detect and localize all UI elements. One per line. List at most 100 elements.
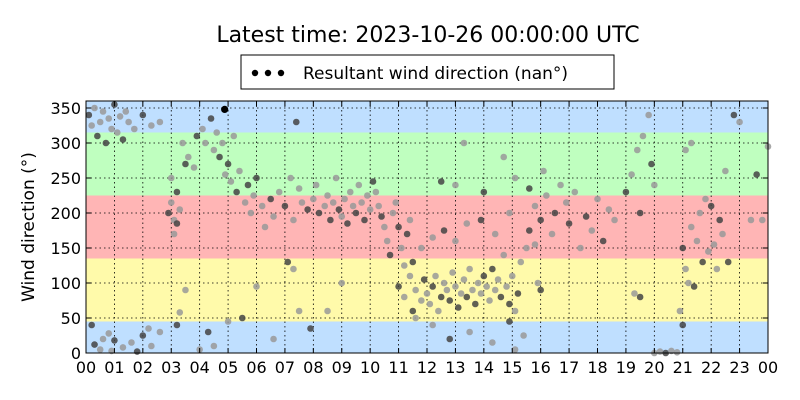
data-point xyxy=(440,227,448,234)
data-point xyxy=(91,104,98,112)
data-point xyxy=(477,290,485,297)
data-point xyxy=(435,307,442,315)
data-point xyxy=(628,171,635,178)
data-point xyxy=(338,213,346,220)
data-point xyxy=(730,111,738,119)
data-point xyxy=(287,174,294,182)
data-point xyxy=(224,160,232,168)
data-point xyxy=(105,330,113,337)
data-point xyxy=(446,297,454,304)
data-point xyxy=(253,174,260,182)
data-point xyxy=(156,328,164,336)
data-point xyxy=(185,153,192,161)
data-point xyxy=(699,258,706,266)
x-tick-label: 04 xyxy=(189,358,209,377)
data-point xyxy=(520,332,527,339)
y-tick-label: 0 xyxy=(71,344,81,363)
data-point xyxy=(182,286,189,294)
data-point xyxy=(344,220,351,227)
chart-title: Latest time: 2023-10-26 00:00:00 UTC xyxy=(216,23,639,48)
data-point xyxy=(352,209,360,217)
data-point xyxy=(335,206,343,213)
data-point xyxy=(167,174,175,182)
x-tick-label: 23 xyxy=(729,358,749,377)
x-tick-label: 02 xyxy=(133,358,153,377)
data-point xyxy=(611,216,618,224)
data-point xyxy=(409,258,417,266)
data-point xyxy=(224,318,232,325)
data-point xyxy=(511,346,519,353)
data-point xyxy=(105,115,113,122)
data-point xyxy=(432,272,439,280)
x-tick-label: 01 xyxy=(104,358,124,377)
data-point xyxy=(494,276,502,283)
data-point xyxy=(244,181,252,189)
data-point xyxy=(463,293,471,301)
data-point xyxy=(423,290,431,297)
data-point xyxy=(148,122,155,129)
data-point xyxy=(94,132,101,140)
legend-box xyxy=(240,54,615,90)
data-point xyxy=(383,237,391,245)
data-point xyxy=(99,335,107,343)
data-point xyxy=(722,167,729,175)
data-point xyxy=(500,153,508,161)
data-point xyxy=(682,146,689,154)
data-point xyxy=(506,300,513,308)
data-point xyxy=(690,283,698,290)
data-point xyxy=(167,199,175,206)
data-point xyxy=(233,188,240,196)
data-point xyxy=(176,206,184,213)
data-point xyxy=(588,227,596,234)
data-point xyxy=(548,230,556,238)
data-point xyxy=(474,279,482,287)
data-point xyxy=(702,195,709,203)
data-point xyxy=(511,174,519,182)
data-point xyxy=(327,216,334,224)
data-point xyxy=(716,216,723,224)
data-point xyxy=(349,202,357,210)
data-point xyxy=(173,188,181,196)
x-tick-label: 10 xyxy=(360,358,380,377)
data-point xyxy=(366,206,374,213)
data-point xyxy=(452,237,459,245)
data-point xyxy=(557,181,564,189)
data-point xyxy=(281,202,289,210)
data-point xyxy=(534,279,542,287)
data-point xyxy=(128,339,135,346)
data-point xyxy=(315,209,323,217)
y-tick-label: 300 xyxy=(50,134,81,153)
data-point xyxy=(122,108,130,115)
legend-marker xyxy=(264,69,272,77)
x-tick-label: 08 xyxy=(303,358,323,377)
data-point xyxy=(500,251,508,259)
data-point xyxy=(710,241,718,248)
data-point xyxy=(176,309,184,316)
data-point xyxy=(460,276,468,283)
data-point xyxy=(270,213,277,220)
data-point xyxy=(258,202,266,210)
data-point xyxy=(139,332,147,339)
data-point xyxy=(707,202,715,210)
x-tick-label: 00 xyxy=(76,358,96,377)
x-tick-label: 21 xyxy=(673,358,693,377)
data-point xyxy=(250,192,257,199)
data-point xyxy=(173,321,181,329)
data-point xyxy=(145,325,152,332)
data-point xyxy=(131,125,138,133)
data-point xyxy=(139,111,147,119)
data-point xyxy=(386,251,394,259)
data-point xyxy=(125,118,132,126)
data-point xyxy=(736,118,743,126)
data-point xyxy=(91,341,98,348)
data-point xyxy=(221,171,229,178)
y-tick-label: 150 xyxy=(50,239,81,258)
data-point xyxy=(398,244,405,252)
data-point xyxy=(321,202,329,210)
data-point xyxy=(238,314,246,322)
data-point xyxy=(491,286,499,294)
data-point xyxy=(247,209,255,217)
data-point xyxy=(295,185,303,192)
data-point xyxy=(389,209,397,217)
data-point xyxy=(463,220,471,227)
